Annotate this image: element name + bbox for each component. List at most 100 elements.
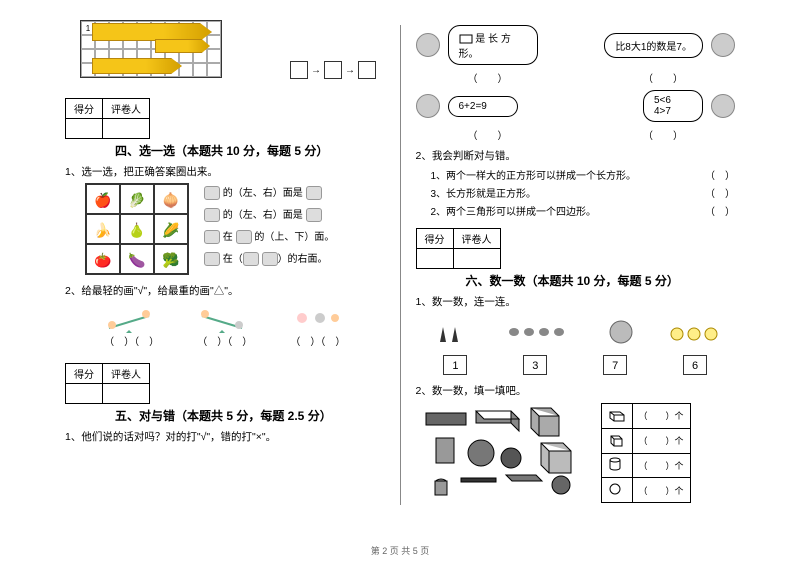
answer-box[interactable]	[290, 61, 308, 79]
score-box: 得分评卷人	[65, 98, 385, 139]
count-ball	[606, 317, 636, 347]
fill-text: 在	[223, 232, 233, 243]
fill-text: 的（上、下）面。	[254, 232, 334, 243]
section5-title: 五、对与错（本题共 5 分，每题 2.5 分）	[115, 407, 385, 424]
question-5-2: 2、我会判断对与错。	[416, 148, 736, 163]
shape-count-cell[interactable]: （ ）个	[632, 453, 690, 478]
seesaw-label[interactable]: （ ）（ ）	[197, 333, 252, 348]
face-icon	[711, 94, 735, 118]
shape-count-table: （ ）个 （ ）个 （ ）个 （ ）个	[601, 403, 691, 503]
count-objects-row	[416, 317, 736, 347]
score-box: 得分评卷人	[65, 363, 385, 404]
grid-item-icon: 🍐	[120, 214, 154, 244]
shapes-pile-illustration	[416, 403, 596, 503]
grid-item-icon: 🍎	[86, 184, 120, 214]
answer-box[interactable]	[358, 61, 376, 79]
item-icon	[204, 208, 220, 222]
section4-title: 四、选一选（本题共 10 分，每题 5 分）	[115, 142, 385, 159]
seesaw-icon	[104, 308, 154, 333]
grid-item-icon: 🌽	[154, 214, 188, 244]
score-cell[interactable]	[416, 249, 453, 269]
judge-paren[interactable]: （ ）	[685, 167, 735, 182]
grader-header: 评卷人	[453, 229, 500, 249]
count-faces	[669, 322, 719, 347]
shape-cube-icon	[601, 428, 632, 453]
shape-cuboid-icon	[601, 404, 632, 429]
score-cell[interactable]	[66, 119, 103, 139]
grader-cell[interactable]	[103, 119, 150, 139]
item-icon	[243, 252, 259, 266]
question-6-2: 2、数一数，填一填吧。	[416, 383, 736, 398]
number-box[interactable]: 6	[683, 355, 707, 375]
grid-item-icon: 🥦	[154, 244, 188, 274]
grid-item-icon: 🍅	[86, 244, 120, 274]
count-rockets	[432, 317, 472, 347]
item-icon	[204, 252, 220, 266]
question-4-2: 2、给最轻的画"√"，给最重的画"△"。	[65, 283, 385, 298]
item-icon	[306, 208, 322, 222]
bubble-text: 4>7	[654, 106, 671, 117]
seesaw-label[interactable]: （ ）（ ）	[290, 333, 345, 348]
shape-count-cell[interactable]: （ ）个	[632, 428, 690, 453]
item-icon	[204, 230, 220, 244]
fill-text: 在（	[223, 254, 243, 265]
face-icon	[711, 33, 735, 57]
shape-count-cell[interactable]: （ ）个	[632, 404, 690, 429]
arrow-icon: →	[311, 65, 321, 76]
answer-paren[interactable]: （ ）	[468, 70, 508, 85]
grid-item-icon: 🍌	[86, 214, 120, 244]
score-cell[interactable]	[66, 384, 103, 404]
grader-header: 评卷人	[103, 99, 150, 119]
shape-cylinder-icon	[601, 453, 632, 478]
score-header: 得分	[66, 364, 103, 384]
right-column: 是 长 方 形。 比8大1的数是7。 （ ） （ ） 6+2=9 5<6 4>7…	[401, 20, 751, 535]
answer-paren[interactable]: （ ）	[643, 70, 683, 85]
position-grid: 🍎 🥬 🧅 🍌 🍐 🌽 🍅 🍆 🥦	[85, 183, 189, 275]
answer-box[interactable]	[324, 61, 342, 79]
judge-paren[interactable]: （ ）	[685, 185, 735, 200]
number-boxes-row: 1 3 7 6	[416, 355, 736, 375]
face-icon	[416, 94, 440, 118]
speech-row-1: 是 长 方 形。 比8大1的数是7。	[416, 25, 736, 65]
question-6-1: 1、数一数，连一连。	[416, 294, 736, 309]
pencil-icon	[155, 39, 210, 53]
judge-text: 1、两个一样大的正方形可以拼成一个长方形。	[431, 167, 686, 182]
grid-item-icon: 🥬	[120, 184, 154, 214]
shape-sphere-icon	[601, 478, 632, 503]
seesaw-label[interactable]: （ ）（ ）	[104, 333, 159, 348]
bubble-text: 5<6	[654, 95, 671, 106]
judge-text: 3、长方形就是正方形。	[431, 185, 686, 200]
speech-row-2: 6+2=9 5<6 4>7	[416, 90, 736, 122]
pencil-grid-illustration: 1 2 3 → →	[65, 20, 385, 90]
item-icon	[204, 186, 220, 200]
grader-cell[interactable]	[103, 384, 150, 404]
score-header: 得分	[66, 99, 103, 119]
answer-paren[interactable]: （ ）	[643, 127, 683, 142]
grader-cell[interactable]	[453, 249, 500, 269]
question-5-1: 1、他们说的话对吗？对的打"√"，错的打"×"。	[65, 429, 385, 444]
seesaw-row: （ ）（ ） （ ）（ ） （ ）（ ）	[85, 308, 365, 348]
number-box[interactable]: 3	[523, 355, 547, 375]
score-header: 得分	[416, 229, 453, 249]
left-column: 1 2 3 → →	[50, 20, 400, 535]
section6-title: 六、数一数（本题共 10 分，每题 5 分）	[466, 272, 736, 289]
bubble-text: 形。	[459, 49, 479, 60]
number-box[interactable]: 7	[603, 355, 627, 375]
judge-paren[interactable]: （ ）	[685, 203, 735, 218]
answer-paren[interactable]: （ ）	[468, 127, 508, 142]
judge-text: 2、两个三角形可以拼成一个四边形。	[431, 203, 686, 218]
item-icon	[262, 252, 278, 266]
pencil-icon	[92, 58, 182, 74]
shapes-count-area: （ ）个 （ ）个 （ ）个 （ ）个	[416, 403, 736, 503]
speech-bubble: 6+2=9	[448, 96, 518, 117]
bubble-text: 是 长 方	[475, 34, 511, 45]
sequence-boxes: → →	[290, 61, 376, 79]
number-box[interactable]: 1	[443, 355, 467, 375]
speech-bubble: 是 长 方 形。	[448, 25, 538, 65]
seesaw-icon	[290, 308, 340, 333]
shape-count-cell[interactable]: （ ）个	[632, 478, 690, 503]
item-icon	[306, 186, 322, 200]
arrow-icon: →	[345, 65, 355, 76]
seesaw-icon	[197, 308, 247, 333]
worksheet-page: 1 2 3 → →	[0, 0, 800, 565]
